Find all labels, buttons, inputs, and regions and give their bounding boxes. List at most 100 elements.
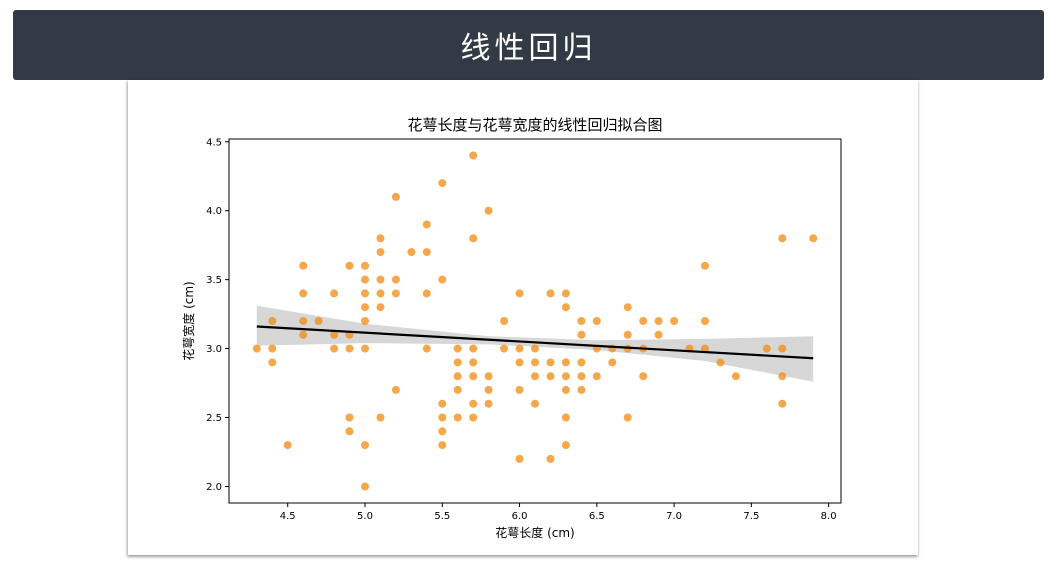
data-point xyxy=(546,289,555,298)
data-point xyxy=(778,372,787,381)
data-point xyxy=(361,275,369,284)
data-point xyxy=(670,317,679,325)
data-point xyxy=(484,385,493,394)
data-point xyxy=(531,358,539,367)
data-point xyxy=(701,344,709,353)
data-point xyxy=(546,372,555,381)
data-point xyxy=(654,330,663,339)
data-point xyxy=(500,344,509,353)
data-point xyxy=(484,399,493,408)
data-point xyxy=(809,234,818,243)
header-bar: 线性回归 xyxy=(13,10,1044,80)
data-point xyxy=(639,372,648,381)
data-point xyxy=(484,372,493,381)
data-point xyxy=(561,441,570,450)
y-tick-label: 3.5 xyxy=(206,275,222,286)
data-point xyxy=(283,441,292,450)
data-point xyxy=(577,330,586,339)
data-point xyxy=(469,413,478,422)
data-point xyxy=(438,275,447,284)
data-point xyxy=(731,372,740,381)
data-point xyxy=(438,441,447,450)
data-point xyxy=(438,427,447,436)
data-point xyxy=(561,385,570,394)
data-point xyxy=(469,372,478,381)
scatter-chart: 4.5 5.0 5.5 6.0 6.5 7.0 7.5 8.0 2.0 2.5 3.0 3.5 4.0… xyxy=(181,116,842,540)
data-point xyxy=(376,234,385,243)
data-point xyxy=(407,248,416,257)
x-axis-label: 花萼长度 (cm) xyxy=(495,525,574,540)
regression-line xyxy=(256,325,814,360)
data-point xyxy=(561,289,570,298)
data-point xyxy=(422,289,431,298)
chart-title: 花萼长度与花萼宽度的线性回归拟合图 xyxy=(407,116,662,134)
data-point xyxy=(561,372,570,381)
data-point xyxy=(330,344,339,353)
data-point xyxy=(469,358,478,367)
confidence-band xyxy=(256,305,814,382)
data-point xyxy=(422,220,431,229)
data-point xyxy=(515,289,524,298)
data-point xyxy=(577,385,586,394)
data-point xyxy=(453,413,462,422)
data-point xyxy=(361,441,369,450)
data-point xyxy=(561,358,570,367)
data-point xyxy=(762,344,771,353)
data-point xyxy=(701,261,709,270)
data-point xyxy=(345,261,354,270)
x-tick-label: 8.0 xyxy=(821,511,837,522)
y-tick-label: 4.0 xyxy=(206,206,222,217)
data-point xyxy=(623,413,632,422)
data-point xyxy=(345,344,354,353)
page-title: 线性回归 xyxy=(460,31,597,66)
data-point xyxy=(577,358,586,367)
data-point xyxy=(592,372,601,381)
data-point xyxy=(330,330,339,339)
data-point xyxy=(453,372,462,381)
data-point xyxy=(531,344,539,353)
y-tick-label: 3.0 xyxy=(206,344,222,355)
data-point xyxy=(639,317,648,325)
x-tick-label: 5.0 xyxy=(357,511,373,522)
data-point xyxy=(438,399,447,408)
data-point xyxy=(531,372,539,381)
data-point xyxy=(299,317,308,325)
data-point xyxy=(778,344,787,353)
x-tick-label: 6.0 xyxy=(512,511,528,522)
data-point xyxy=(515,344,524,353)
data-point xyxy=(361,261,369,270)
data-point xyxy=(561,413,570,422)
x-tick-label: 4.5 xyxy=(280,511,296,522)
data-point xyxy=(515,385,524,394)
x-tick-label: 5.5 xyxy=(434,511,450,522)
data-point xyxy=(608,358,617,367)
data-point xyxy=(500,317,509,325)
x-tick-label: 7.0 xyxy=(666,511,682,522)
data-point xyxy=(438,179,447,188)
y-tick-label: 2.5 xyxy=(206,413,222,424)
data-point xyxy=(361,303,369,312)
data-point xyxy=(716,358,725,367)
data-point xyxy=(422,344,431,353)
data-point xyxy=(515,454,524,463)
data-point xyxy=(314,317,323,325)
data-point xyxy=(391,289,400,298)
data-point xyxy=(330,289,339,298)
data-point xyxy=(345,427,354,436)
data-point xyxy=(299,289,308,298)
data-point xyxy=(623,330,632,339)
data-point xyxy=(438,413,447,422)
data-point xyxy=(561,303,570,312)
data-point xyxy=(376,303,385,312)
data-point xyxy=(469,399,478,408)
chart-card: 4.5 5.0 5.5 6.0 6.5 7.0 7.5 8.0 2.0 2.5 3.0 3.5 4.0… xyxy=(128,80,918,555)
data-point xyxy=(484,206,493,215)
data-point xyxy=(778,234,787,243)
data-point xyxy=(778,399,787,408)
data-point xyxy=(469,234,478,243)
data-point xyxy=(299,330,308,339)
data-point xyxy=(453,385,462,394)
data-point xyxy=(701,317,709,325)
data-point xyxy=(531,399,539,408)
y-axis-label: 花萼宽度 (cm) xyxy=(181,281,196,360)
